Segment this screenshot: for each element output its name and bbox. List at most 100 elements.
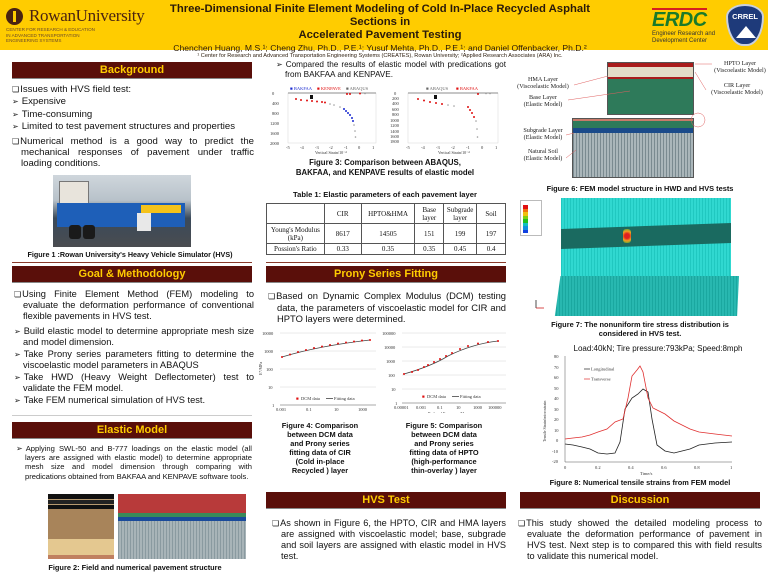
svg-text:100: 100 [266, 367, 274, 372]
rowan-logo-subtitle: CENTER FOR RESEARCH & EDUCATION IN ADVAN… [6, 27, 95, 44]
svg-text:800: 800 [392, 112, 400, 117]
svg-text:Time/s: Time/s [640, 471, 653, 476]
svg-text:1400: 1400 [390, 129, 400, 134]
fig6-leader-lines [565, 63, 712, 159]
erdc-subtitle: Engineer Research and Development Center [652, 31, 716, 44]
svg-text:40: 40 [554, 396, 559, 401]
discussion-heading: Discussion [520, 492, 760, 509]
svg-text:1000: 1000 [390, 118, 400, 123]
svg-text:1600: 1600 [270, 131, 280, 136]
poster-affiliations: ¹ Center for Research and Advanced Trans… [197, 53, 563, 59]
svg-text:800: 800 [272, 111, 280, 116]
divider [266, 262, 506, 263]
svg-text:■ ABAQUS: ■ ABAQUS [346, 86, 369, 91]
divider [12, 415, 252, 416]
svg-text:1000: 1000 [386, 359, 396, 364]
field-pavement-structure [48, 494, 114, 559]
svg-text:400: 400 [272, 101, 280, 106]
svg-text:1600: 1600 [390, 134, 400, 139]
svg-text:1200: 1200 [270, 121, 280, 126]
svg-text:100: 100 [388, 373, 396, 378]
svg-text:0: 0 [358, 145, 361, 150]
hvs-vehicle-photo [53, 175, 191, 247]
svg-text:■: ■ [296, 396, 299, 401]
background-item: Limited to test pavement structures and … [12, 121, 254, 132]
svg-text:Reduced Frequency/Hz: Reduced Frequency/Hz [428, 411, 466, 413]
svg-text:30: 30 [554, 407, 559, 412]
svg-text:0: 0 [272, 91, 275, 96]
svg-text:-2: -2 [329, 145, 333, 150]
svg-text:■ BAKFAA: ■ BAKFAA [290, 86, 313, 91]
svg-text:1: 1 [372, 145, 374, 150]
svg-text:10: 10 [334, 407, 339, 412]
svg-text:-4: -4 [421, 145, 425, 150]
svg-text:-4: -4 [300, 145, 304, 150]
elastic-text: Applying SWL-50 and B-777 loadings on th… [16, 444, 252, 481]
background-item: Expensive [12, 96, 254, 107]
prony-text: Based on Dynamic Complex Modulus (DCM) t… [268, 290, 506, 324]
table-header-row: CIR HPTO&HMA Base layer Subgrade layer S… [266, 203, 506, 224]
elastic-heading: Elastic Model [12, 422, 252, 439]
svg-text:1: 1 [495, 145, 497, 150]
svg-text:0.8: 0.8 [694, 465, 700, 470]
wheel-icon [83, 225, 95, 239]
svg-text:Longitudinal: Longitudinal [591, 367, 615, 372]
svg-text:-3: -3 [436, 145, 440, 150]
background-body: Issues with HVS field test: Expensive Ti… [12, 84, 254, 171]
svg-text:60: 60 [554, 375, 559, 380]
figure7-caption: Figure 7: The nonuniform tire stress dis… [551, 320, 729, 338]
figure8-chart: Load:40kN; Tire pressure:793kPa; Speed:8… [542, 344, 743, 476]
svg-text:0.1: 0.1 [306, 407, 312, 412]
svg-text:-5: -5 [406, 145, 410, 150]
svg-text:10: 10 [391, 387, 396, 392]
figure6-caption: Figure 6: FEM model structure in HWD and… [546, 184, 734, 193]
discussion-body: This study showed the detailed modeling … [518, 518, 762, 563]
svg-text:1: 1 [395, 401, 397, 406]
svg-text:■ BAKFAA: ■ BAKFAA [456, 86, 479, 91]
background-item: Issues with HVS field test: [12, 84, 254, 95]
natural-soil-label: Natural Soil (Elastic Model) [523, 148, 563, 162]
elastic-body: Applying SWL-50 and B-777 loadings on th… [16, 444, 252, 482]
poster-authors: Chenchen Huang, M.S.¹; Cheng Zhu, Ph.D.,… [173, 43, 587, 53]
svg-text:10000: 10000 [262, 331, 274, 336]
hvs-body: As shown in Figure 6, the HPTO, CIR and … [272, 518, 506, 563]
figure3a-chart: ■ BAKFAA ■ KENPAVE ■ ABAQUS 0 400 800 1200 1… [270, 86, 377, 155]
svg-text:0: 0 [564, 465, 567, 470]
svg-text:0: 0 [556, 438, 559, 443]
svg-text:-1: -1 [344, 145, 348, 150]
svg-text:■ KENPAVE: ■ KENPAVE [317, 86, 341, 91]
svg-text:0.001: 0.001 [276, 407, 286, 412]
goal-item: Using Finite Element Method (FEM) modeli… [14, 289, 254, 322]
svg-text:DCM data: DCM data [301, 396, 320, 401]
tire-stress-hotspot [623, 229, 631, 243]
svg-text:DCM data: DCM data [427, 394, 446, 399]
erdc-mark: ERDC [652, 8, 707, 31]
svg-text:1000: 1000 [264, 349, 274, 354]
hvs-plate [137, 213, 151, 231]
svg-text:0.00001: 0.00001 [394, 405, 409, 410]
divider [12, 262, 252, 263]
svg-text:Load:40kN; Tire pressure:793kP: Load:40kN; Tire pressure:793kPa; Speed:8… [574, 344, 743, 353]
poster-title: Three-Dimensional Finite Element Modelin… [169, 3, 591, 41]
figure3b-chart: ■ ABAQUS ■ BAKFAA 0200400600800100012001… [390, 86, 499, 155]
figure5-caption: Figure 5: Comparison between DCM data an… [405, 421, 483, 475]
figure5-chart: 100000 10000 1000 100 10 1 0.00001 0.001 0.1 10 1… [382, 331, 506, 413]
svg-text:■ ABAQUS: ■ ABAQUS [426, 86, 449, 91]
goal-item: Take Prony series parameters fitting to … [14, 349, 254, 371]
comparison-body: Compared the results of elastic model wi… [276, 60, 506, 81]
hpto-layer-label: HPTO Layer (Viscoelastic Model) [714, 60, 766, 74]
svg-text:Fitting data: Fitting data [334, 396, 355, 401]
rowan-logo-name: RowanUniversity [29, 6, 145, 25]
table-row: Possion's Ratio 0.33 0.35 0.35 0.45 0.4 [266, 243, 506, 255]
mountain-icon [736, 26, 756, 38]
prony-body: Based on Dynamic Complex Modulus (DCM) t… [268, 290, 506, 325]
svg-text:1000: 1000 [358, 407, 368, 412]
erdc-logo: ERDC Engineer Research and Development C… [652, 8, 722, 45]
discussion-text: This study showed the detailed modeling … [518, 518, 762, 562]
svg-text:100000: 100000 [488, 405, 502, 410]
fem-model-bottom [572, 118, 694, 178]
svg-text:0.6: 0.6 [661, 465, 667, 470]
svg-text:100000: 100000 [382, 331, 396, 336]
crrel-badge-icon: CRREL [726, 4, 764, 46]
svg-text:1000: 1000 [473, 405, 483, 410]
